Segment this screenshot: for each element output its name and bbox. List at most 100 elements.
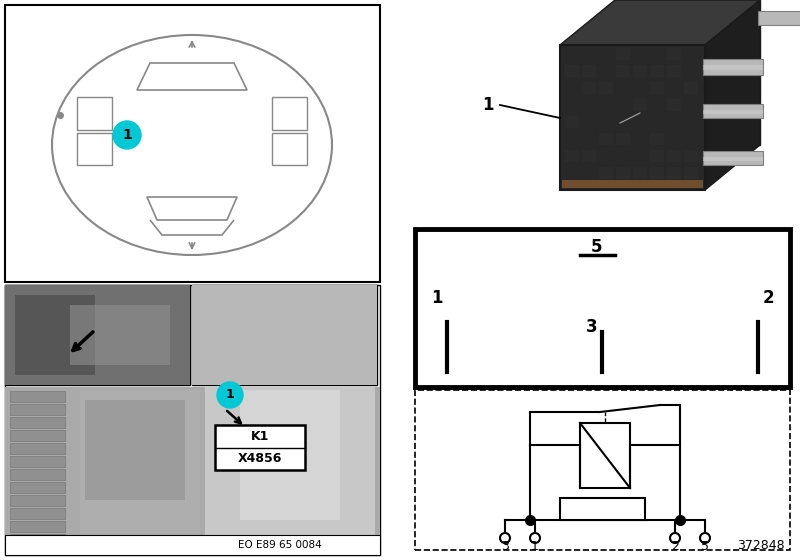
- Bar: [582, 133, 596, 145]
- Bar: [560, 498, 645, 520]
- Bar: [10, 430, 65, 441]
- Bar: [5, 535, 380, 555]
- Circle shape: [670, 533, 680, 543]
- Bar: [684, 167, 698, 179]
- Bar: [10, 534, 65, 545]
- Bar: [703, 110, 763, 114]
- Bar: [650, 48, 664, 60]
- Bar: [70, 305, 170, 365]
- Bar: [703, 151, 763, 165]
- Bar: [684, 82, 698, 94]
- Bar: [10, 521, 65, 532]
- Bar: [667, 48, 681, 60]
- Text: K1: K1: [251, 431, 269, 444]
- Bar: [599, 82, 613, 94]
- Polygon shape: [147, 197, 237, 220]
- Bar: [616, 65, 630, 77]
- Bar: [5, 5, 380, 282]
- Bar: [582, 116, 596, 128]
- Text: 1: 1: [122, 128, 132, 142]
- Bar: [10, 391, 65, 402]
- Bar: [650, 65, 664, 77]
- Text: 2: 2: [762, 289, 774, 307]
- Bar: [565, 150, 579, 162]
- Bar: [599, 116, 613, 128]
- Text: 1: 1: [431, 289, 442, 307]
- Text: 5: 5: [591, 238, 602, 256]
- Bar: [667, 150, 681, 162]
- Bar: [616, 133, 630, 145]
- Bar: [758, 11, 800, 25]
- Bar: [10, 417, 65, 428]
- Text: 2: 2: [671, 540, 679, 553]
- Bar: [616, 48, 630, 60]
- Bar: [703, 65, 763, 70]
- Bar: [10, 482, 65, 493]
- Circle shape: [500, 533, 510, 543]
- Bar: [580, 423, 630, 488]
- Bar: [667, 167, 681, 179]
- Bar: [565, 65, 579, 77]
- Bar: [5, 285, 190, 385]
- Bar: [565, 82, 579, 94]
- Bar: [215, 425, 305, 470]
- Ellipse shape: [52, 35, 332, 255]
- Bar: [582, 82, 596, 94]
- Bar: [684, 48, 698, 60]
- Bar: [192, 285, 377, 385]
- Bar: [5, 285, 380, 555]
- Bar: [616, 150, 630, 162]
- Bar: [10, 404, 65, 415]
- Bar: [703, 157, 763, 161]
- Bar: [684, 65, 698, 77]
- Bar: [650, 167, 664, 179]
- Bar: [10, 456, 65, 467]
- Bar: [5, 387, 380, 555]
- Bar: [393, 5, 793, 280]
- Bar: [633, 133, 647, 145]
- Bar: [85, 400, 185, 500]
- Bar: [615, 0, 760, 145]
- Bar: [562, 180, 703, 188]
- Bar: [565, 133, 579, 145]
- Bar: [703, 59, 763, 75]
- Bar: [599, 48, 613, 60]
- Bar: [10, 469, 65, 480]
- Bar: [667, 99, 681, 111]
- Bar: [684, 150, 698, 162]
- Bar: [415, 229, 790, 387]
- Bar: [684, 116, 698, 128]
- Text: 1: 1: [226, 389, 234, 402]
- Circle shape: [530, 533, 540, 543]
- Bar: [633, 48, 647, 60]
- Bar: [703, 104, 763, 118]
- Text: 372848: 372848: [738, 539, 785, 552]
- Polygon shape: [272, 97, 307, 130]
- Bar: [15, 295, 95, 375]
- Text: X4856: X4856: [238, 452, 282, 465]
- Polygon shape: [705, 0, 760, 190]
- Circle shape: [217, 382, 243, 408]
- Bar: [10, 495, 65, 506]
- Bar: [80, 390, 200, 550]
- Bar: [10, 443, 65, 454]
- Bar: [650, 133, 664, 145]
- Bar: [192, 285, 377, 385]
- Text: 3: 3: [586, 318, 598, 336]
- Bar: [667, 82, 681, 94]
- Bar: [560, 45, 705, 190]
- Polygon shape: [137, 63, 247, 90]
- Bar: [667, 116, 681, 128]
- Polygon shape: [272, 133, 307, 165]
- Text: 5: 5: [701, 540, 709, 553]
- Text: 1: 1: [531, 540, 539, 553]
- Text: 3: 3: [501, 540, 509, 553]
- Bar: [10, 508, 65, 519]
- Polygon shape: [560, 0, 760, 45]
- Bar: [633, 150, 647, 162]
- Polygon shape: [77, 133, 112, 165]
- Bar: [5, 285, 190, 385]
- Text: EO E89 65 0084: EO E89 65 0084: [238, 540, 322, 550]
- Bar: [240, 390, 340, 520]
- Polygon shape: [77, 97, 112, 130]
